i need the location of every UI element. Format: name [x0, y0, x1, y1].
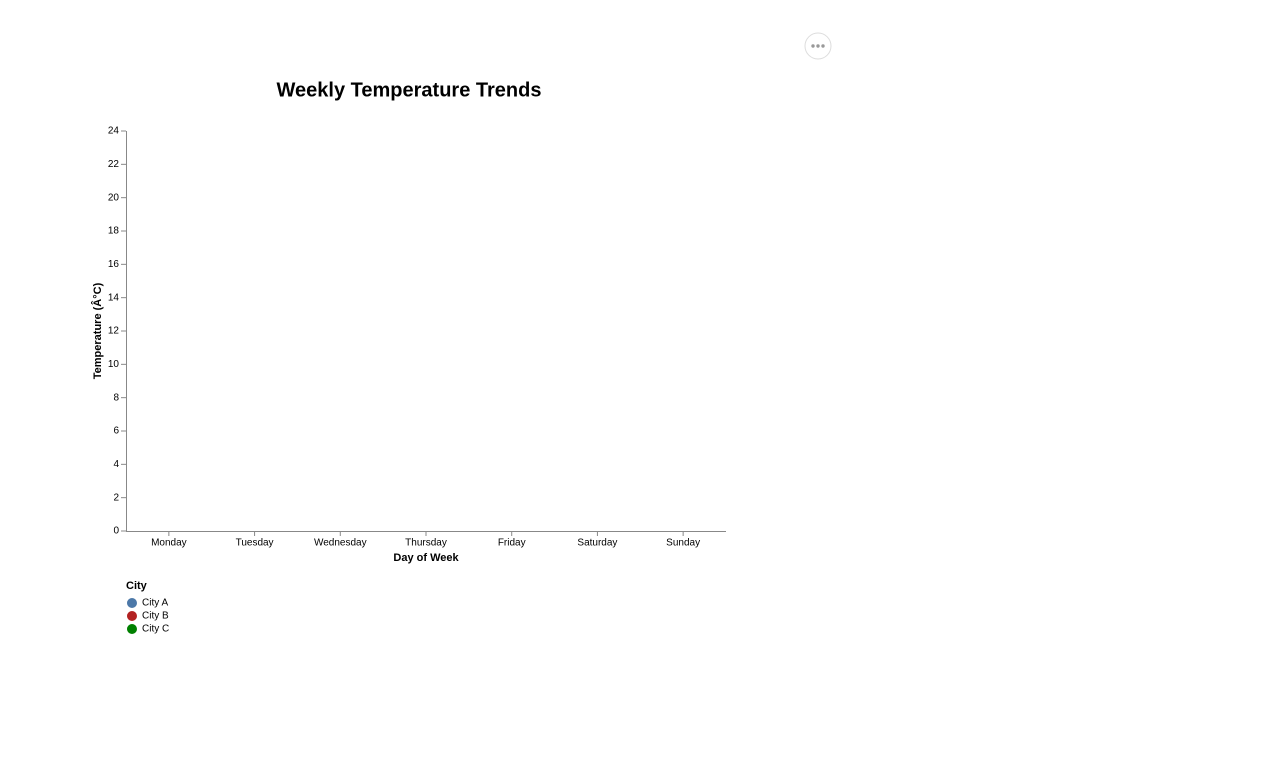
y-tick-label: 2 — [113, 492, 119, 503]
legend-swatch — [127, 611, 137, 621]
y-tick-label: 24 — [108, 126, 120, 137]
legend-title: City — [126, 580, 148, 592]
chart-title: Weekly Temperature Trends — [277, 79, 542, 101]
y-tick-label: 12 — [108, 326, 120, 337]
y-tick-label: 14 — [108, 292, 120, 303]
y-tick-label: 16 — [108, 259, 120, 270]
y-tick-label: 22 — [108, 159, 120, 170]
y-tick-label: 8 — [113, 392, 119, 403]
legend-swatch — [127, 624, 137, 634]
legend-label: City A — [142, 598, 168, 609]
y-axis-title: Temperature (Â°C) — [91, 282, 104, 379]
y-tick-label: 20 — [108, 192, 120, 203]
menu-dot[interactable] — [816, 44, 820, 48]
x-tick-label: Tuesday — [236, 538, 274, 549]
y-tick-label: 4 — [113, 459, 119, 470]
y-tick-label: 10 — [108, 359, 120, 370]
x-tick-label: Wednesday — [314, 538, 367, 549]
menu-button[interactable] — [804, 32, 832, 60]
legend-swatch — [127, 598, 137, 608]
x-tick-label: Thursday — [405, 538, 447, 549]
x-tick-label: Saturday — [577, 538, 617, 549]
x-axis-title: Day of Week — [393, 552, 459, 564]
menu-dot[interactable] — [821, 44, 825, 48]
legend-label: City B — [142, 611, 169, 622]
x-tick-label: Monday — [151, 538, 187, 549]
legend-label: City C — [142, 624, 169, 635]
y-tick-label: 6 — [113, 426, 119, 437]
y-tick-label: 18 — [108, 226, 120, 237]
x-tick-label: Sunday — [666, 538, 700, 549]
x-tick-label: Friday — [498, 538, 526, 549]
y-tick-label: 0 — [113, 526, 119, 537]
menu-dot[interactable] — [811, 44, 815, 48]
